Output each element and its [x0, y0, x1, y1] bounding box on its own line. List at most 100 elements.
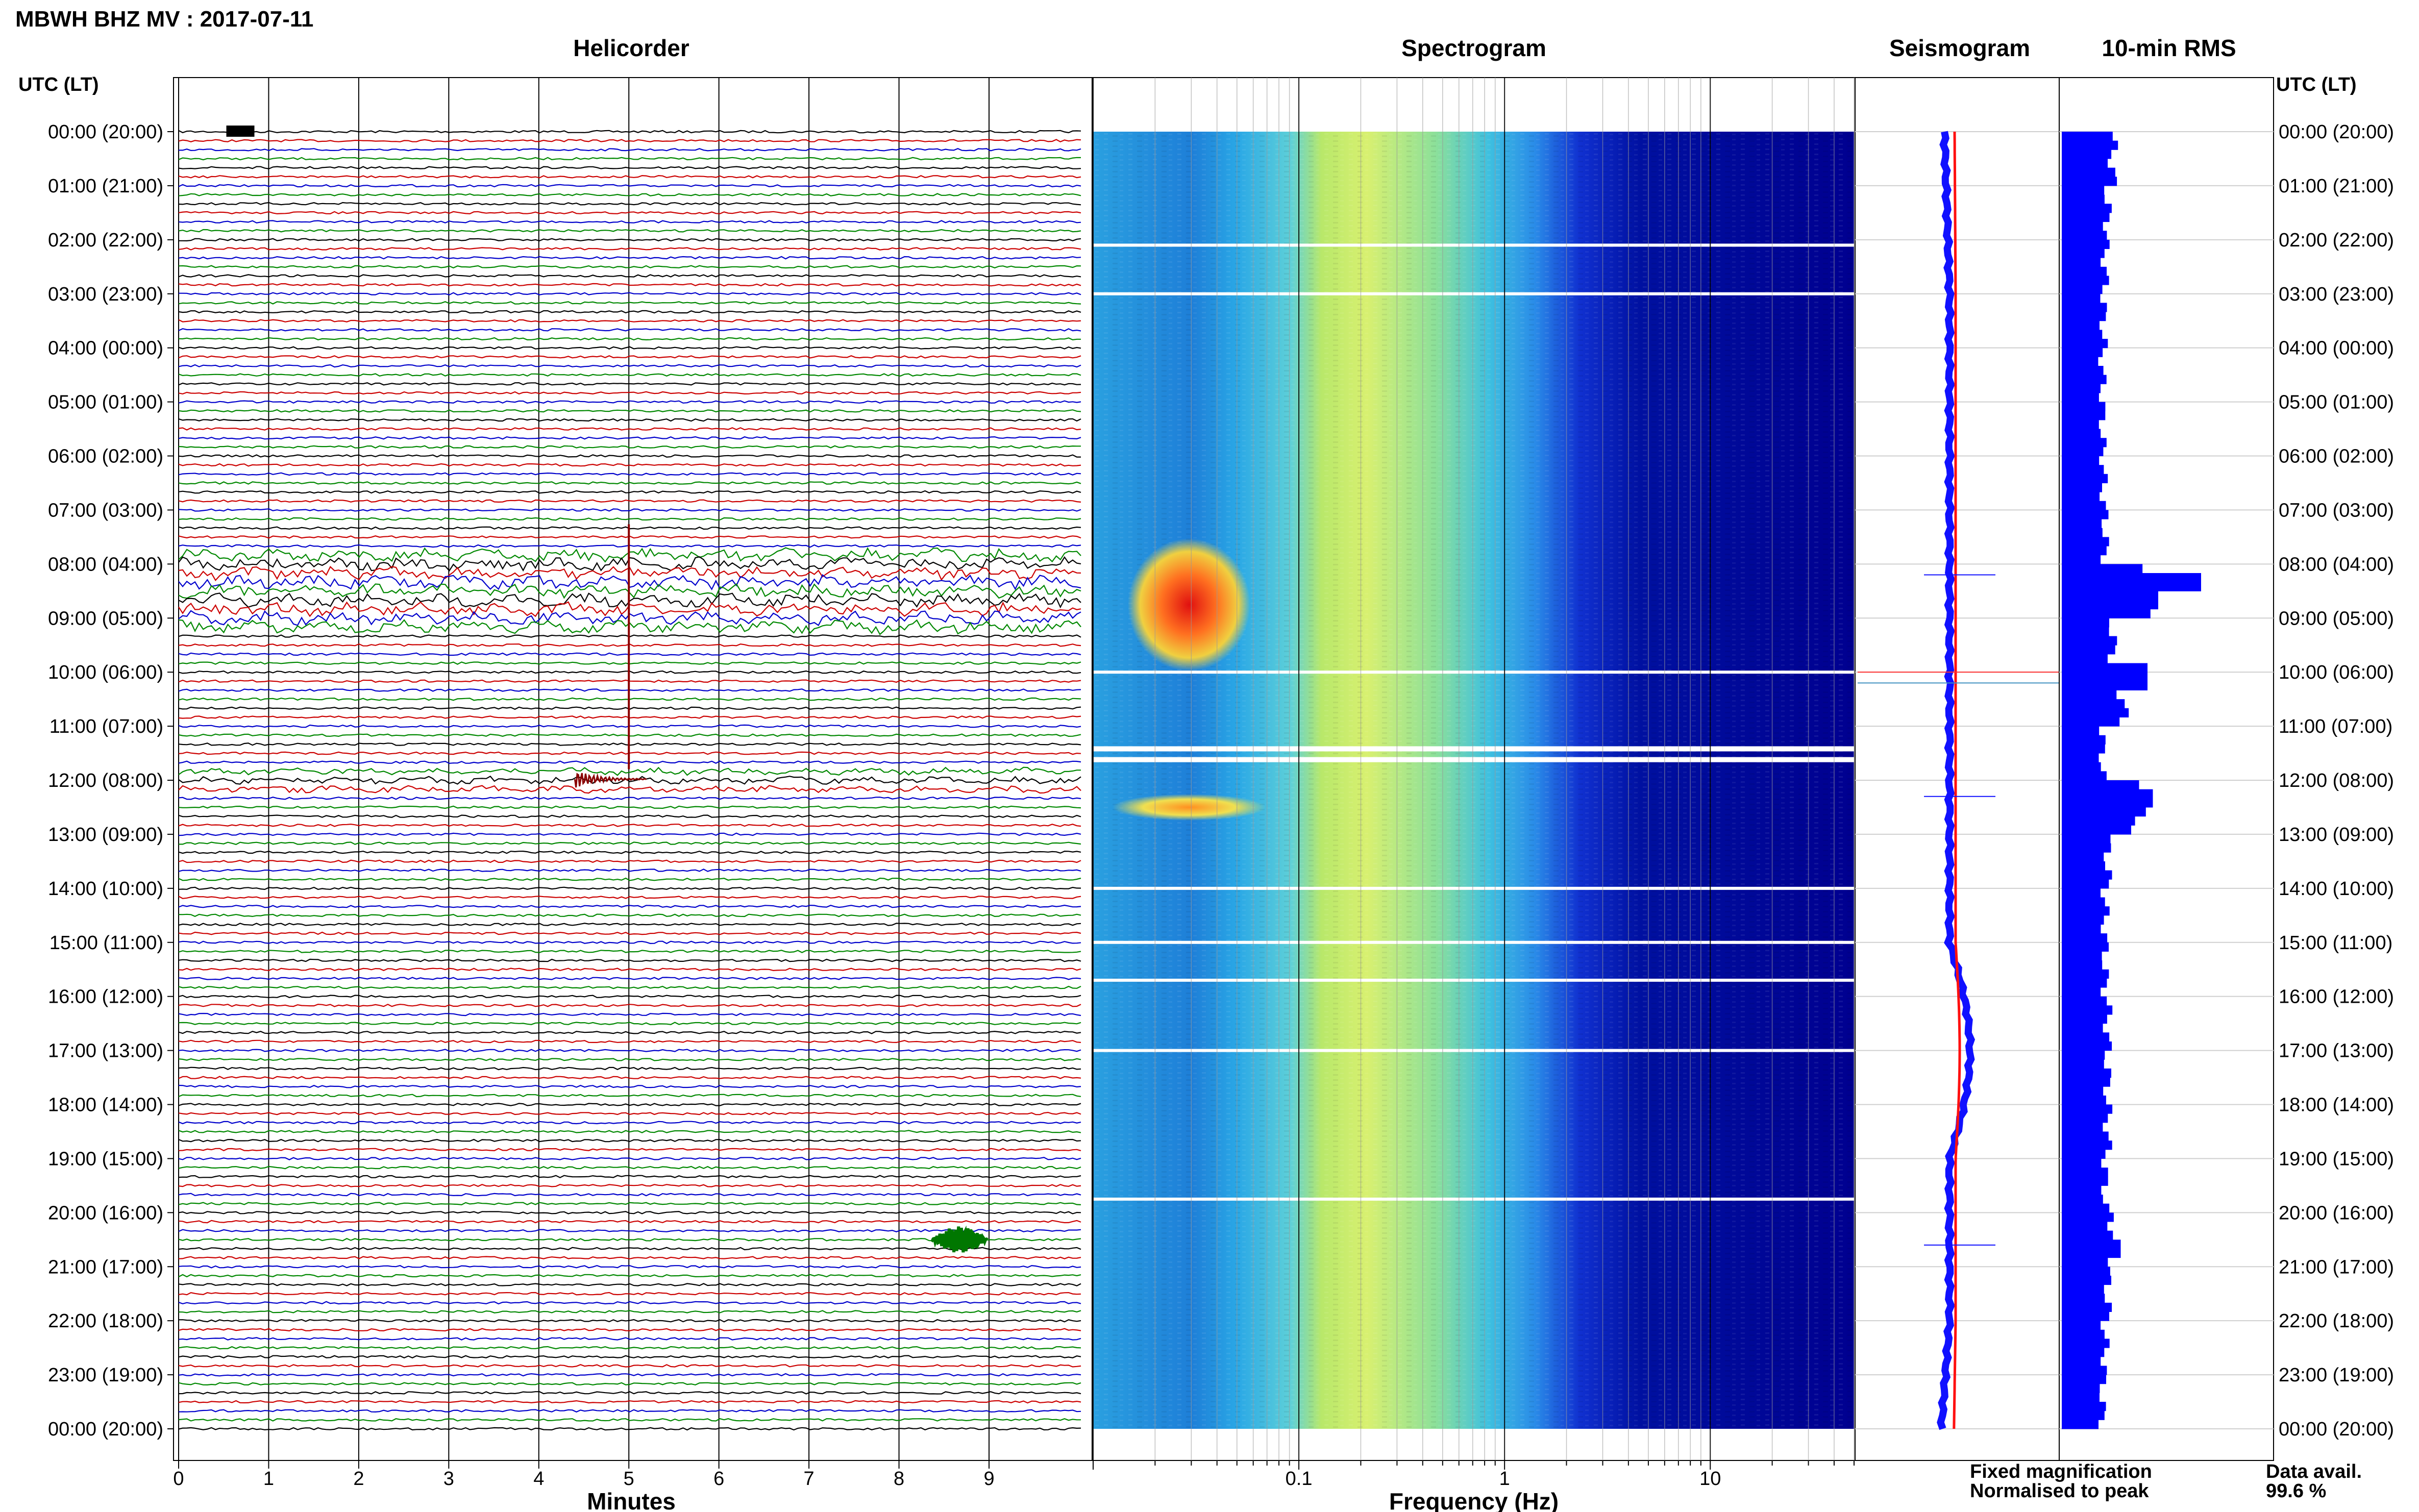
rms-bar [2062, 231, 2107, 240]
left-time-labels: 00:00 (20:00) 01:00 (21:00) 02:00 (22:00) 0… [48, 121, 174, 1440]
helicorder-panel: 0 1 2 3 4 5 6 7 8 9 [173, 77, 1093, 1490]
helicorder-trace-row [178, 319, 1081, 323]
helicorder-trace-row [178, 1193, 1081, 1197]
helicorder-trace-row [178, 130, 1081, 134]
rms-bar [2062, 320, 2100, 330]
rms-bar [2062, 1410, 2105, 1420]
right-time-label: 08:00 (04:00) [2279, 554, 2394, 575]
right-time-label: 02:00 (22:00) [2279, 230, 2394, 251]
rms-bar [2062, 897, 2105, 907]
helicorder-trace-row [178, 247, 1081, 251]
rms-bar [2062, 1050, 2105, 1060]
right-time-label: 19:00 (15:00) [2279, 1148, 2394, 1170]
rms-bar [2062, 1195, 2103, 1204]
left-time-header: UTC (LT) [18, 74, 99, 95]
left-time-label: 10:00 (06:00) [48, 662, 163, 683]
right-time-label: 16:00 (12:00) [2279, 986, 2394, 1008]
helicorder-trace-row [178, 1418, 1081, 1422]
rms-bar [2062, 933, 2108, 943]
helicorder-trace-row [178, 337, 1081, 341]
spectrogram-title: Spectrogram [1401, 35, 1546, 61]
helicorder-trace-row [178, 157, 1081, 161]
rms-bar [2062, 1059, 2104, 1069]
helicorder-trace-row [178, 229, 1081, 233]
right-time-label: 12:00 (08:00) [2279, 770, 2394, 791]
rms-bar [2062, 960, 2103, 970]
rms-bar [2062, 1321, 2101, 1330]
left-time-label: 00:00 (20:00) [48, 121, 163, 143]
helicorder-trace-row [178, 1409, 1081, 1413]
rms-bar [2062, 654, 2108, 664]
helicorder-event-mark [226, 126, 255, 137]
right-time-label: 10:00 (06:00) [2279, 662, 2394, 683]
rms-bar [2062, 1294, 2105, 1303]
helicorder-trace-row [178, 923, 1081, 926]
rms-bar [2062, 690, 2117, 700]
helicorder-trace-row [178, 823, 1081, 827]
rms-bar [2062, 438, 2107, 448]
rms-bar [2062, 1095, 2106, 1105]
helicorder-x-tick-label: 8 [894, 1468, 904, 1490]
right-time-header: UTC (LT) [2276, 74, 2357, 95]
rms-bar [2062, 1275, 2111, 1285]
helicorder-trace-row [178, 220, 1081, 224]
helicorder-title: Helicorder [573, 35, 689, 61]
rms-bar [2062, 591, 2158, 601]
rms-bar [2062, 1221, 2108, 1231]
rms-bar [2062, 744, 2105, 754]
helicorder-trace-row [178, 1237, 1081, 1242]
rms-bar [2062, 663, 2148, 673]
helicorder-trace-row [178, 1265, 1081, 1269]
rms-bar [2062, 699, 2125, 709]
rms-bar [2062, 330, 2103, 339]
helicorder-trace-row [178, 985, 1081, 989]
rms-bar [2062, 735, 2106, 745]
helicorder-trace-row [178, 1057, 1081, 1061]
spectrogram-hotspot-0800 [1128, 538, 1250, 671]
helicorder-event-mark [574, 773, 647, 788]
left-time-label: 22:00 (18:00) [48, 1310, 163, 1332]
data-availability-value: 99.6 % [2266, 1480, 2326, 1502]
rms-bar [2062, 825, 2131, 835]
helicorder-trace-row [178, 1157, 1081, 1160]
seismogram-hour-grid [1855, 131, 2059, 1429]
helicorder-trace-row [178, 1184, 1081, 1187]
rms-bar [2062, 419, 2099, 430]
helicorder-trace-row [178, 1166, 1081, 1170]
rms-bar [2062, 1149, 2106, 1159]
rms-bar [2062, 528, 2103, 537]
helicorder-x-tick-label: 1 [263, 1468, 274, 1490]
left-time-label: 01:00 (21:00) [48, 176, 163, 197]
spectrogram-gap [1093, 746, 1854, 752]
helicorder-trace-row [178, 859, 1081, 863]
helicorder-minute-grid [178, 78, 990, 1460]
helicorder-trace-row [178, 310, 1081, 314]
rms-bar [2062, 1257, 2108, 1267]
helicorder-trace-row [178, 436, 1081, 440]
rms-bar [2062, 843, 2111, 853]
rms-bar [2062, 1023, 2103, 1033]
rms-bar [2062, 951, 2102, 961]
rms-bar [2062, 546, 2107, 556]
rms-bar [2062, 1131, 2109, 1141]
helicorder-trace-row [178, 202, 1081, 206]
rms-bar [2062, 852, 2104, 862]
rms-bar [2062, 627, 2109, 637]
helicorder-trace-row [178, 1130, 1081, 1133]
helicorder-event-mark [930, 1225, 989, 1253]
helicorder-trace-row [178, 805, 1081, 809]
helicorder-trace-row [178, 256, 1081, 260]
left-time-label: 08:00 (04:00) [48, 554, 163, 575]
rms-bar [2062, 726, 2100, 736]
rms-bar [2062, 239, 2110, 249]
helicorder-trace-row [178, 1328, 1081, 1332]
left-time-label: 11:00 (07:00) [50, 716, 163, 737]
helicorder-trace-row [178, 355, 1081, 359]
right-time-label: 17:00 (13:00) [2279, 1040, 2394, 1062]
rms-bar [2062, 519, 2102, 529]
helicorder-trace-row [178, 766, 1081, 776]
right-time-label: 11:00 (07:00) [2279, 716, 2392, 737]
rms-bar [2062, 167, 2115, 177]
rms-bar [2062, 816, 2135, 826]
